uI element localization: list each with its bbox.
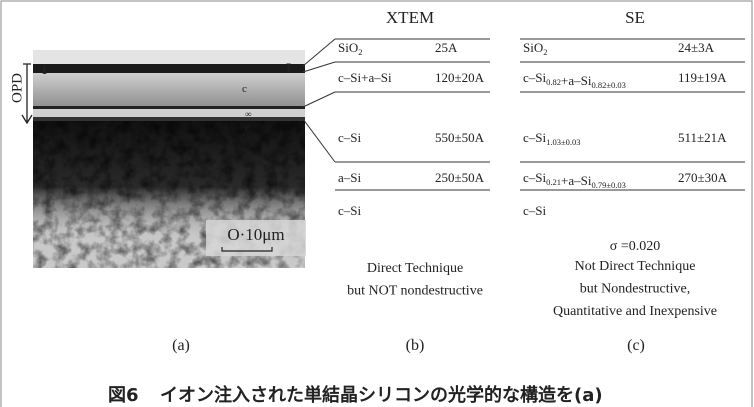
opd-label: OPD — [9, 73, 25, 103]
layer-label: c–Si — [338, 130, 362, 145]
svg-text:c: c — [245, 122, 250, 134]
figure-number: 図6 — [108, 385, 139, 406]
subscript: 0.79±0.03 — [591, 180, 625, 190]
note: Quantitative and Inexpensive — [553, 304, 717, 319]
thickness: 550±50A — [435, 130, 485, 145]
scale-label: O·10μm — [227, 225, 284, 244]
thickness: 25A — [435, 40, 458, 55]
layer-text: +a–Si — [561, 73, 592, 88]
layer-label: c–Si0.21+a–Si0.79±0.03 — [523, 170, 626, 190]
layer-label: c–Si — [338, 203, 362, 218]
layer-text: c–Si — [523, 170, 547, 185]
svg-text:I: I — [286, 60, 291, 75]
svg-text:∞: ∞ — [245, 109, 251, 119]
layer-label: c–Si+a–Si — [338, 70, 392, 85]
layer-text: c–Si — [523, 203, 547, 218]
layer-text: SiO — [523, 40, 543, 55]
layer-label: c–Si1.03±0.03 — [523, 130, 581, 147]
layer-text: a–Si — [338, 170, 362, 185]
subscript: 2 — [358, 47, 362, 57]
layer-label: c–Si0.82+a–Si0.82±0.03 — [523, 70, 626, 90]
svg-text:c: c — [242, 83, 247, 95]
figure: I I c ∞ c OPD O·10μm (a) XTEMSiO225Ac–Si… — [0, 0, 754, 407]
subscript: 2 — [543, 47, 547, 57]
layer-label: SiO2 — [338, 40, 362, 57]
panel-caption: (c) — [627, 337, 645, 354]
figure-caption: イオン注入された単結晶シリコンの光学的な構造を(a) — [160, 384, 603, 406]
sigma: σ =0.020 — [610, 239, 660, 254]
layer-text: c–Si+a–Si — [338, 70, 392, 85]
thickness: 270±30A — [678, 170, 728, 185]
svg-text:I: I — [42, 62, 47, 77]
note: but Nondestructive, — [580, 282, 690, 297]
thickness: 119±19A — [678, 70, 727, 85]
layer-label: c–Si — [523, 203, 547, 218]
layer-text: SiO — [338, 40, 358, 55]
subscript: 0.82±0.03 — [591, 80, 625, 90]
subscript: 1.03±0.03 — [546, 137, 580, 147]
subscript: 0.21 — [546, 177, 561, 187]
thickness: 250±50A — [435, 170, 485, 185]
layer-text: c–Si — [338, 130, 362, 145]
layer-text: c–Si — [338, 203, 362, 218]
thickness: 120±20A — [435, 70, 485, 85]
layer-text: c–Si — [523, 130, 547, 145]
thickness: 24±3A — [678, 40, 715, 55]
panel-caption: (b) — [406, 337, 425, 354]
note: Not Direct Technique — [575, 259, 696, 274]
connectors — [303, 39, 335, 162]
layer-text: +a–Si — [561, 173, 592, 188]
thickness: 511±21A — [678, 130, 727, 145]
panel-caption: (a) — [172, 337, 190, 354]
subscript: 0.82 — [546, 77, 561, 87]
layer-label: SiO2 — [523, 40, 547, 57]
note: Direct Technique — [367, 261, 463, 276]
layer-text: c–Si — [523, 70, 547, 85]
table-title: XTEM — [386, 8, 434, 27]
note: but NOT nondestructive — [347, 284, 483, 299]
layer-label: a–Si — [338, 170, 362, 185]
table-title: SE — [625, 8, 645, 27]
